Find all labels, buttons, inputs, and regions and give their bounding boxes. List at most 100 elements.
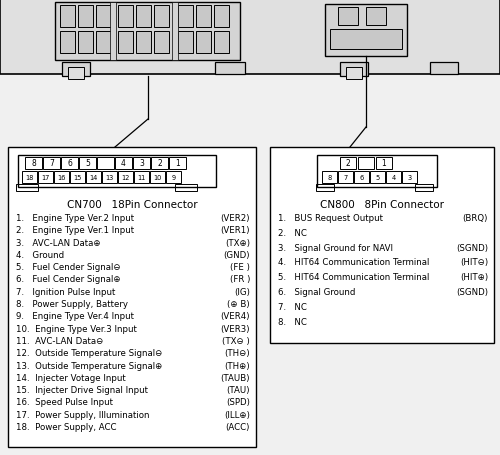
Text: 8: 8	[328, 175, 332, 181]
Bar	[60, 32, 75, 54]
Text: 18: 18	[26, 175, 34, 181]
Text: (SPD): (SPD)	[226, 398, 250, 407]
Text: 5.   Fuel Cender Signal⊖: 5. Fuel Cender Signal⊖	[16, 263, 120, 272]
Text: (⊕ B): (⊕ B)	[228, 299, 250, 308]
Text: (FR ): (FR )	[230, 275, 250, 284]
Bar	[16, 185, 38, 192]
Bar	[150, 172, 165, 184]
Bar	[151, 157, 168, 170]
Text: (SGND): (SGND)	[456, 288, 488, 296]
Bar	[338, 8, 358, 26]
Bar	[97, 157, 114, 170]
Bar	[133, 157, 150, 170]
Text: 3: 3	[139, 159, 144, 168]
Text: (GND): (GND)	[224, 250, 250, 259]
Bar	[316, 185, 334, 192]
Bar	[62, 63, 90, 77]
Bar	[214, 32, 229, 54]
Text: 10.  Engine Type Ver.3 Input: 10. Engine Type Ver.3 Input	[16, 324, 137, 333]
Text: 4: 4	[121, 159, 126, 168]
Text: 4.   HIT64 Communication Terminal: 4. HIT64 Communication Terminal	[278, 258, 430, 267]
Bar	[196, 6, 211, 28]
Text: (TH⊖): (TH⊖)	[224, 349, 250, 358]
Bar	[178, 32, 193, 54]
Bar	[38, 172, 53, 184]
Bar	[25, 157, 42, 170]
Text: 14.  Injecter Votage Input: 14. Injecter Votage Input	[16, 373, 126, 382]
Text: 15.  Injecter Drive Signal Input: 15. Injecter Drive Signal Input	[16, 385, 148, 394]
Bar	[96, 32, 111, 54]
Text: 6.   Signal Ground: 6. Signal Ground	[278, 288, 355, 296]
Text: 2.   NC: 2. NC	[278, 228, 307, 237]
Bar	[136, 32, 151, 54]
Text: CN700   18Pin Connector: CN700 18Pin Connector	[66, 200, 198, 210]
Bar	[172, 3, 178, 61]
Text: 11: 11	[138, 175, 145, 181]
Bar	[154, 6, 169, 28]
Bar	[366, 8, 386, 26]
Bar	[68, 68, 84, 80]
Text: 1.   Engine Type Ver.2 Input: 1. Engine Type Ver.2 Input	[16, 213, 134, 222]
Text: 5: 5	[376, 175, 380, 181]
Text: 7.   NC: 7. NC	[278, 302, 307, 311]
Bar	[61, 157, 78, 170]
Bar	[134, 172, 149, 184]
Bar	[340, 63, 368, 77]
Text: (VER4): (VER4)	[220, 312, 250, 321]
Text: 5.   HIT64 Communication Terminal: 5. HIT64 Communication Terminal	[278, 273, 430, 282]
Text: 1: 1	[382, 159, 386, 168]
Bar	[18, 156, 216, 187]
Bar	[376, 157, 392, 170]
Bar	[110, 3, 116, 61]
Bar	[0, 0, 500, 75]
Text: 14: 14	[90, 175, 98, 181]
Text: 4: 4	[392, 175, 396, 181]
Text: 7: 7	[344, 175, 347, 181]
Text: 13.  Outside Temperature Signal⊕: 13. Outside Temperature Signal⊕	[16, 361, 163, 370]
Bar	[214, 6, 229, 28]
Text: 3.   AVC-LAN Data⊕: 3. AVC-LAN Data⊕	[16, 238, 100, 247]
Bar	[270, 148, 494, 343]
Text: (TAU): (TAU)	[226, 385, 250, 394]
Text: 17.  Power Supply, Illumination: 17. Power Supply, Illumination	[16, 410, 150, 419]
Bar	[118, 172, 133, 184]
Text: (HIT⊕): (HIT⊕)	[460, 273, 488, 282]
Bar	[415, 185, 433, 192]
Bar	[96, 6, 111, 28]
Text: (TAUB): (TAUB)	[220, 373, 250, 382]
Text: 8: 8	[31, 159, 36, 168]
Bar	[370, 172, 385, 184]
Bar	[215, 63, 245, 75]
Text: 12: 12	[122, 175, 130, 181]
Bar	[8, 148, 256, 447]
Text: 3: 3	[408, 175, 412, 181]
Bar	[55, 3, 240, 61]
Bar	[338, 172, 353, 184]
Bar	[386, 172, 401, 184]
Text: 10: 10	[154, 175, 162, 181]
Bar	[60, 6, 75, 28]
Bar	[354, 172, 369, 184]
Bar	[175, 185, 197, 192]
Text: (FE ): (FE )	[230, 263, 250, 272]
Bar	[317, 156, 437, 187]
Text: 7: 7	[49, 159, 54, 168]
Text: 3.   Signal Ground for NAVI: 3. Signal Ground for NAVI	[278, 243, 393, 252]
Text: (VER3): (VER3)	[220, 324, 250, 333]
Text: 5: 5	[85, 159, 90, 168]
Bar	[340, 157, 356, 170]
Bar	[196, 32, 211, 54]
Bar	[79, 157, 96, 170]
Text: (BRQ): (BRQ)	[462, 213, 488, 222]
Text: 12.  Outside Temperature Signal⊖: 12. Outside Temperature Signal⊖	[16, 349, 163, 358]
Bar	[402, 172, 417, 184]
Text: 2: 2	[157, 159, 162, 168]
Bar	[115, 157, 132, 170]
Text: (ILL⊕): (ILL⊕)	[224, 410, 250, 419]
Text: CN800   8Pin Connector: CN800 8Pin Connector	[320, 200, 444, 210]
Text: 16.  Speed Pulse Input: 16. Speed Pulse Input	[16, 398, 113, 407]
Bar	[136, 6, 151, 28]
Text: 4.   Ground: 4. Ground	[16, 250, 64, 259]
Bar	[358, 157, 374, 170]
Text: 15: 15	[74, 175, 82, 181]
